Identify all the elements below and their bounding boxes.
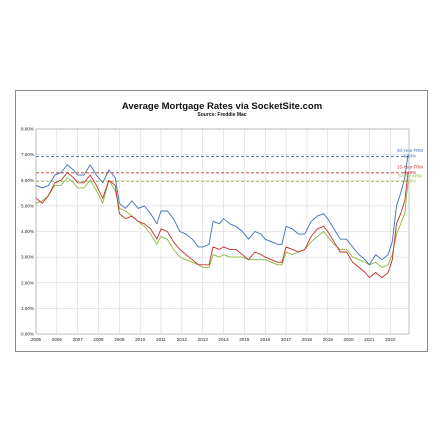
x-tick-label: 2018 <box>302 337 313 342</box>
y-tick-label: 0.00% <box>21 332 34 337</box>
y-tick-label: 8.00% <box>21 127 34 132</box>
reference-lines <box>36 156 409 182</box>
series-line-5-year-arm <box>35 177 409 268</box>
x-tick-label: 2007 <box>73 337 84 342</box>
x-tick-label: 2012 <box>177 337 188 342</box>
series-line-30-year-frm <box>35 154 409 266</box>
series-lines <box>35 154 409 279</box>
x-tick-label: 2006 <box>52 337 63 342</box>
chart-frame: Average Mortgage Rates via SocketSite.co… <box>15 90 428 352</box>
series-name-label-15-year-frm: 15-Year FRM <box>397 165 423 170</box>
x-tick-label: 2014 <box>218 337 229 342</box>
series-value-label-5-year-arm: 5.95% <box>404 179 417 184</box>
gridlines <box>35 128 409 334</box>
mortgage-rate-chart: Average Mortgage Rates via SocketSite.co… <box>21 101 423 342</box>
x-tick-label: 2010 <box>135 337 146 342</box>
x-tick-label: 2013 <box>198 337 209 342</box>
series-value-label-15-year-frm: 6.29% <box>404 170 417 175</box>
series-name-label-5-year-arm: 5-Year ARM <box>398 173 422 178</box>
y-tick-label: 2.00% <box>21 280 34 285</box>
series-line-15-year-frm <box>35 172 409 279</box>
y-tick-label: 4.00% <box>21 229 34 234</box>
x-tick-label: 2016 <box>260 337 271 342</box>
x-tick-label: 2020 <box>343 337 354 342</box>
chart-title: Average Mortgage Rates via SocketSite.co… <box>122 101 322 112</box>
y-tick-label: 5.00% <box>21 203 34 208</box>
y-tick-label: 6.00% <box>21 178 34 183</box>
x-tick-label: 2008 <box>93 337 104 342</box>
x-tick-label: 2021 <box>364 337 375 342</box>
x-tick-label: 2009 <box>114 337 125 342</box>
x-tick-label: 2005 <box>31 337 42 342</box>
series-value-label-30-year-frm: 6.93% <box>404 154 417 159</box>
y-tick-label: 1.00% <box>21 306 34 311</box>
chart-subtitle: Source: Freddie Mac <box>197 112 246 118</box>
x-tick-label: 2017 <box>281 337 292 342</box>
x-tick-label: 2019 <box>323 337 334 342</box>
x-tick-label: 2011 <box>156 337 166 342</box>
x-tick-label: 2022 <box>385 337 396 342</box>
axes: 0.00% 1.00% 2.00% 3.00% 4.00% 5.00% 6.00% 7.00%… <box>21 127 410 342</box>
series-name-label-30-year-frm: 30-Year FRM <box>397 148 423 153</box>
y-tick-label: 3.00% <box>21 255 34 260</box>
x-tick-label: 2015 <box>239 337 250 342</box>
plot-area-border <box>35 128 410 335</box>
y-tick-label: 7.00% <box>21 152 34 157</box>
